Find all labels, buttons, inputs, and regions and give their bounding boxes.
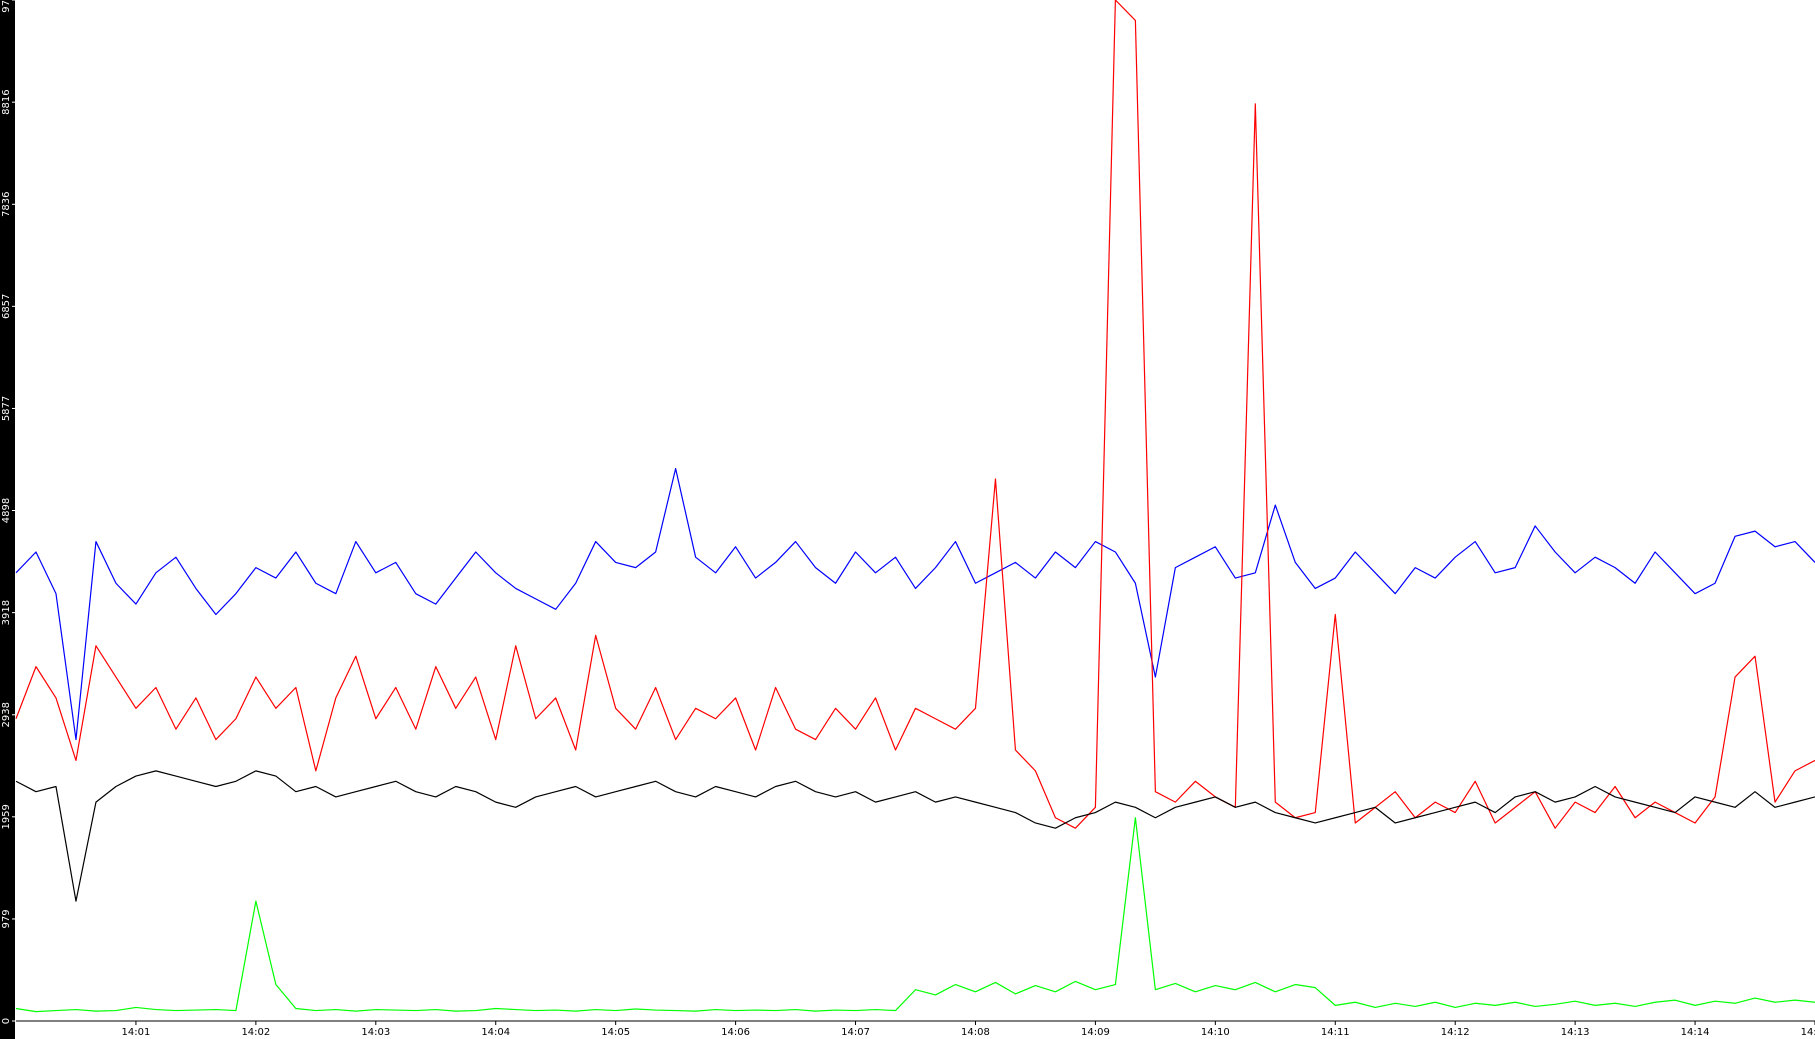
y-axis-bar [0, 0, 15, 1039]
x-tick-label: 14:15 [1801, 1027, 1815, 1038]
x-tick-label: 14:09 [1081, 1027, 1110, 1038]
x-tick-label: 14:10 [1201, 1027, 1230, 1038]
x-tick-label: 14:03 [361, 1027, 390, 1038]
x-tick-label: 14:04 [481, 1027, 510, 1038]
x-tick-label: 14:06 [721, 1027, 750, 1038]
series-line [15, 817, 1815, 1013]
x-tick-label: 14:02 [241, 1027, 270, 1038]
x-tick-label: 14:05 [601, 1027, 630, 1038]
x-tick-label: 14:01 [122, 1027, 151, 1038]
series-line [15, 0, 1815, 829]
y-tick-label: 8816 [1, 89, 12, 114]
series-line [15, 468, 1815, 741]
x-tick-label: 14:13 [1561, 1027, 1590, 1038]
x-tick-label: 14:12 [1441, 1027, 1470, 1038]
y-tick-label: 2938 [1, 702, 12, 727]
y-tick-label: 5877 [1, 396, 12, 421]
x-tick-label: 14:11 [1321, 1027, 1350, 1038]
x-tick-label: 14:07 [841, 1027, 870, 1038]
y-tick-label: 0 [1, 1018, 12, 1024]
y-tick-label: 3918 [1, 600, 12, 625]
y-tick-label: 1959 [1, 804, 12, 829]
y-tick-label: 9796 [1, 0, 12, 13]
series-line [15, 770, 1815, 902]
y-tick-label: 979 [1, 909, 12, 928]
y-tick-label: 7836 [1, 192, 12, 217]
y-tick-label: 6857 [1, 294, 12, 319]
x-tick-label: 14:14 [1681, 1027, 1710, 1038]
x-tick-label: 14:08 [961, 1027, 990, 1038]
y-tick-label: 4898 [1, 498, 12, 523]
